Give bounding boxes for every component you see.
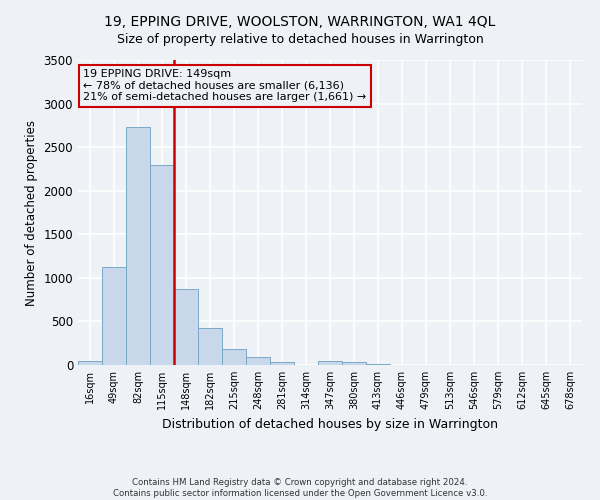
Bar	[150, 164, 174, 365]
Bar	[198, 328, 222, 365]
Bar	[222, 349, 246, 365]
Text: 19, EPPING DRIVE, WOOLSTON, WARRINGTON, WA1 4QL: 19, EPPING DRIVE, WOOLSTON, WARRINGTON, …	[104, 15, 496, 29]
Bar	[270, 362, 294, 365]
Bar	[246, 356, 270, 365]
Text: Contains HM Land Registry data © Crown copyright and database right 2024.
Contai: Contains HM Land Registry data © Crown c…	[113, 478, 487, 498]
Text: 19 EPPING DRIVE: 149sqm
← 78% of detached houses are smaller (6,136)
21% of semi: 19 EPPING DRIVE: 149sqm ← 78% of detache…	[83, 69, 366, 102]
Bar	[342, 362, 366, 365]
Bar	[174, 289, 198, 365]
X-axis label: Distribution of detached houses by size in Warrington: Distribution of detached houses by size …	[162, 418, 498, 430]
Bar	[102, 268, 126, 365]
Bar	[318, 360, 342, 365]
Bar	[126, 127, 150, 365]
Text: Size of property relative to detached houses in Warrington: Size of property relative to detached ho…	[116, 32, 484, 46]
Bar	[366, 364, 390, 365]
Bar	[78, 360, 102, 365]
Y-axis label: Number of detached properties: Number of detached properties	[25, 120, 38, 306]
